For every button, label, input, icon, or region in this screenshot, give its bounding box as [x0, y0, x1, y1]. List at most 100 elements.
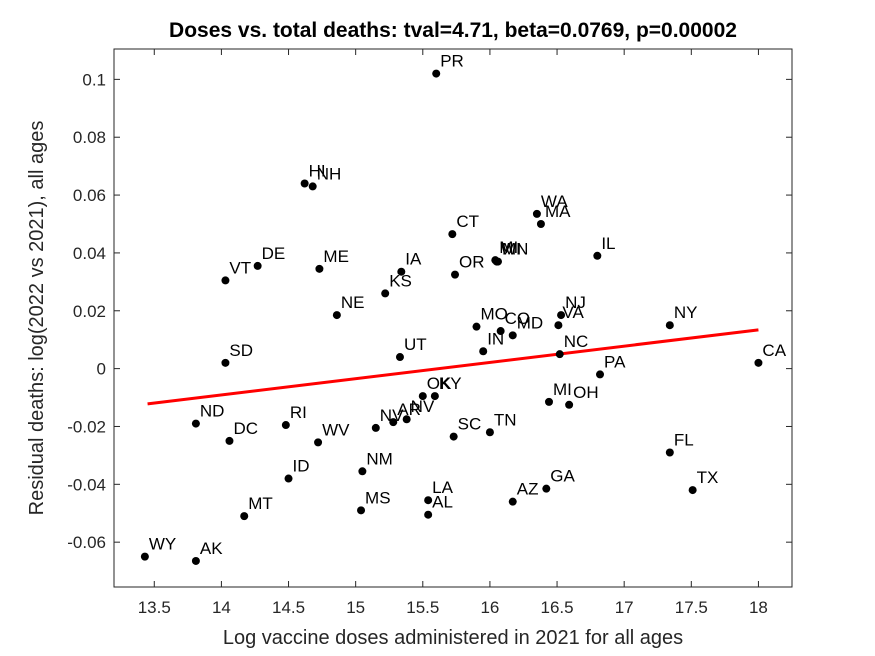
point-label: MI — [553, 380, 572, 399]
point-label: AL — [432, 493, 453, 512]
data-point — [300, 179, 309, 188]
point-label: KS — [389, 271, 412, 290]
data-point — [555, 350, 564, 359]
point-label: HI — [309, 162, 326, 181]
data-point — [397, 267, 406, 276]
point-label: MI — [499, 238, 518, 257]
data-point — [314, 438, 323, 447]
point-label: OR — [459, 253, 485, 272]
data-point — [472, 322, 481, 331]
point-label: PA — [604, 352, 626, 371]
point-label: NJ — [565, 293, 586, 312]
data-point — [688, 486, 697, 495]
data-point — [451, 270, 460, 279]
point-label: WV — [322, 420, 350, 439]
x-tick-label: 15 — [346, 598, 365, 617]
point-label: MO — [480, 305, 507, 324]
data-point — [596, 370, 605, 379]
y-tick-label: 0.1 — [82, 70, 106, 89]
data-point — [665, 321, 674, 330]
data-point — [565, 400, 574, 409]
regression-line — [147, 328, 759, 406]
y-tick-label: -0.04 — [67, 475, 106, 494]
x-tick-label: 16.5 — [541, 598, 574, 617]
y-axis-label: Residual deaths: log(2022 vs 2021), all … — [26, 121, 48, 516]
y-tick-label: -0.02 — [67, 417, 106, 436]
data-point — [389, 418, 398, 427]
point-label: WI — [501, 240, 522, 259]
point-label: FL — [674, 431, 694, 450]
y-tick-label: -0.06 — [67, 533, 106, 552]
data-point — [449, 432, 458, 441]
point-label: IL — [601, 234, 615, 253]
data-point — [221, 276, 230, 285]
data-point — [542, 484, 551, 493]
data-point — [315, 264, 324, 273]
data-point — [479, 347, 488, 356]
point-label: OH — [573, 383, 599, 402]
x-tick-label: 16 — [480, 598, 499, 617]
data-point — [430, 392, 439, 401]
x-tick-label: 17.5 — [675, 598, 708, 617]
point-label: UT — [404, 335, 427, 354]
data-point — [665, 448, 674, 457]
point-label: MS — [365, 488, 391, 507]
point-label: IN — [487, 329, 504, 348]
data-point — [240, 512, 249, 521]
point-label: MD — [517, 313, 543, 332]
x-tick-label: 14 — [212, 598, 231, 617]
data-point — [496, 327, 505, 336]
point-label: MN — [502, 240, 528, 259]
x-tick-label: 17 — [615, 598, 634, 617]
point-label: ME — [323, 247, 349, 266]
y-tick-label: 0.06 — [73, 186, 106, 205]
data-point — [332, 311, 341, 320]
x-tick-label: 18 — [749, 598, 768, 617]
y-tick-label: 0.08 — [73, 128, 106, 147]
point-label: SD — [229, 341, 253, 360]
point-label: AR — [397, 400, 421, 419]
point-label: NE — [341, 293, 365, 312]
point-label: NM — [366, 449, 392, 468]
data-point — [493, 257, 502, 266]
data-point — [225, 436, 234, 445]
data-point — [191, 419, 200, 428]
point-label: ID — [293, 457, 310, 476]
point-label: NC — [564, 332, 589, 351]
point-label: NV — [380, 406, 404, 425]
data-point — [544, 397, 553, 406]
data-point — [448, 230, 457, 239]
data-point — [536, 219, 545, 228]
point-label: KY — [439, 374, 462, 393]
data-point — [308, 182, 317, 191]
point-label: CA — [762, 341, 786, 360]
data-point — [432, 69, 441, 78]
point-label: DE — [262, 244, 286, 263]
point-label: MA — [545, 202, 571, 221]
chart-title: Doses vs. total deaths: tval=4.71, beta=… — [169, 19, 737, 42]
x-tick-label: 13.5 — [138, 598, 171, 617]
data-point — [191, 556, 200, 565]
data-point — [557, 311, 566, 320]
data-point — [381, 289, 390, 298]
data-point — [395, 353, 404, 362]
point-label: LA — [432, 478, 453, 497]
data-point — [593, 251, 602, 260]
data-point — [554, 321, 563, 330]
point-label: ND — [200, 402, 225, 421]
data-point — [508, 497, 517, 506]
point-label: PR — [440, 52, 464, 71]
point-label: WA — [541, 192, 568, 211]
y-tick-label: 0.04 — [73, 244, 106, 263]
data-point — [284, 474, 293, 483]
data-point — [508, 331, 517, 340]
x-tick-label: 15.5 — [406, 598, 439, 617]
point-label: NV — [411, 397, 435, 416]
point-label: NY — [674, 303, 698, 322]
point-label: AK — [200, 539, 223, 558]
plot-area — [113, 48, 793, 588]
point-label: WY — [149, 535, 176, 554]
data-point — [253, 261, 262, 270]
